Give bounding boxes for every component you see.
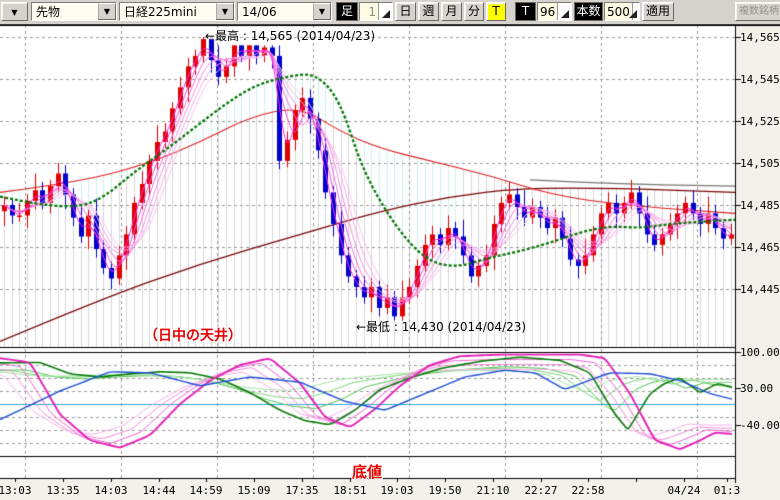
- price-axis-label: 14,485: [740, 199, 780, 212]
- interval-value: 1: [368, 5, 376, 19]
- toolbar: ▼ 先物 ▼ 日経225mini ▼ 14/06 ▼ 足 1 日 週 月 分 T…: [0, 0, 780, 25]
- price-axis-label: 14,445: [740, 283, 780, 296]
- time-axis-label: 04/24: [667, 484, 701, 497]
- oscillator-axis-label: 100.00: [740, 346, 780, 359]
- period-tick-button[interactable]: T: [486, 2, 506, 21]
- tick-size-value: 96: [540, 5, 556, 19]
- bar-count-label: 本数: [574, 2, 603, 21]
- price-axis-label: 14,545: [740, 73, 780, 86]
- chart-area: 14,565 14,545 14,525 14,505 14,485 14,465 14,4…: [0, 25, 780, 500]
- time-axis-label: 21:10: [476, 484, 510, 497]
- bottom-annotation: 底値: [352, 463, 383, 481]
- period-month-button[interactable]: 月: [441, 2, 462, 21]
- interval-stepper[interactable]: 1: [359, 2, 393, 21]
- time-axis-label: 22:58: [571, 484, 605, 497]
- window-dropdown-button[interactable]: ▼: [1, 2, 28, 21]
- time-axis-label: 01:3: [713, 484, 741, 497]
- price-axis-label: 14,505: [740, 157, 780, 170]
- ceiling-annotation: （日中の天井）: [144, 328, 242, 344]
- time-axis-label: 19:50: [428, 484, 462, 497]
- time-axis-label: 14:44: [142, 484, 176, 497]
- oscillator-axis-label: 30.00: [740, 382, 774, 396]
- time-axis-label: 13:35: [46, 484, 80, 497]
- chevron-down-icon[interactable]: ▼: [216, 3, 234, 20]
- bar-count-value: 500: [607, 5, 630, 19]
- spin-handle-icon[interactable]: [378, 3, 392, 20]
- instrument-type-value: 先物: [36, 5, 61, 19]
- instrument-value: 日経225mini: [124, 5, 197, 19]
- time-axis-label: 14:03: [94, 484, 128, 497]
- time-axis-label: 17:35: [285, 484, 319, 497]
- chart-canvas[interactable]: [0, 25, 780, 500]
- ashi-label: 足: [336, 2, 358, 21]
- chevron-down-icon[interactable]: ▼: [313, 3, 331, 20]
- price-axis-label: 14,465: [740, 241, 780, 254]
- time-axis-label: 19:03: [380, 484, 414, 497]
- session-high-annotation: ←最高 : 14,565 (2014/04/23): [205, 29, 376, 43]
- instrument-select[interactable]: 日経225mini ▼: [119, 2, 235, 21]
- period-minute-button[interactable]: 分: [464, 2, 484, 21]
- contract-month-select[interactable]: 14/06 ▼: [237, 2, 332, 21]
- period-day-button[interactable]: 日: [395, 2, 416, 21]
- time-axis-label: 22:27: [524, 484, 558, 497]
- session-low-annotation: ←最低 : 14,430 (2014/04/23): [356, 320, 527, 334]
- tick-label: T: [515, 2, 536, 21]
- contract-month-value: 14/06: [242, 5, 277, 19]
- price-axis-label: 14,525: [740, 115, 780, 128]
- bar-count-stepper[interactable]: 500: [604, 2, 640, 21]
- tick-size-stepper[interactable]: 96: [537, 2, 572, 21]
- instrument-type-select[interactable]: 先物 ▼: [31, 2, 117, 21]
- period-week-button[interactable]: 週: [418, 2, 439, 21]
- time-axis-label: 13:03: [0, 484, 32, 497]
- chevron-down-icon[interactable]: ▼: [98, 3, 116, 20]
- oscillator-axis-label: -40.00: [740, 418, 780, 432]
- spin-handle-icon[interactable]: [628, 3, 639, 20]
- price-axis-label: 14,565: [740, 31, 780, 44]
- time-axis-label: 14:59: [189, 484, 223, 497]
- multi-symbol-button[interactable]: 複数銘柄: [735, 2, 780, 21]
- time-axis-label: 18:51: [333, 484, 367, 497]
- time-axis-label: 15:09: [237, 484, 271, 497]
- spin-handle-icon[interactable]: [557, 3, 571, 20]
- chevron-down-icon: ▼: [11, 8, 18, 17]
- apply-button[interactable]: 適用: [642, 2, 674, 21]
